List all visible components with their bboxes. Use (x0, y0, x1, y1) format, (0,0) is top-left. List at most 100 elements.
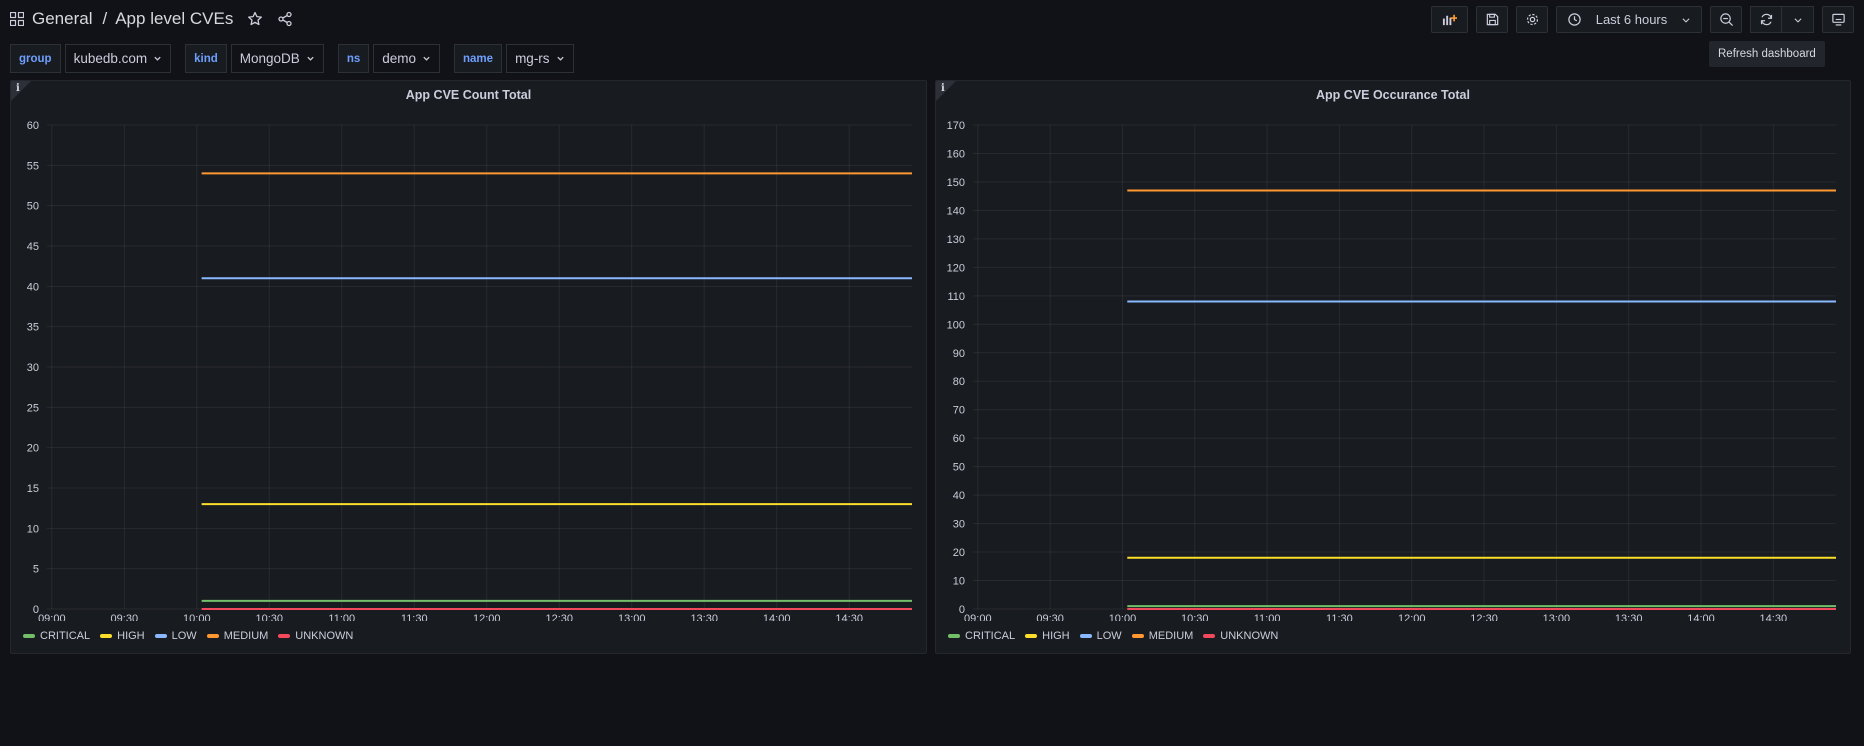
legend-item-critical[interactable]: CRITICAL (23, 630, 90, 642)
save-dashboard-button[interactable] (1476, 6, 1508, 33)
legend-item-low[interactable]: LOW (1079, 630, 1122, 642)
legend-item-low[interactable]: LOW (154, 630, 197, 642)
save-icon (1486, 13, 1498, 26)
variable-kind: kind MongoDB (185, 44, 324, 73)
x-tick-label: 11:00 (328, 613, 355, 621)
info-icon[interactable]: i (16, 83, 20, 94)
y-tick-label: 80 (953, 376, 965, 388)
y-tick-label: 0 (33, 604, 39, 616)
chart-legend: CRITICAL HIGH LOW MEDIUM UNKNOWN (23, 630, 353, 642)
variable-value: demo (382, 51, 417, 66)
refresh-interval-dropdown[interactable] (1782, 6, 1814, 33)
breadcrumb-separator: / (102, 9, 108, 28)
legend-item-medium[interactable]: MEDIUM (1131, 630, 1193, 642)
x-tick-label: 10:00 (1109, 613, 1137, 621)
legend-swatch (100, 634, 113, 638)
legend-label: CRITICAL (40, 630, 91, 642)
variable-select[interactable]: mg-rs (506, 44, 574, 73)
legend-label: CRITICAL (965, 630, 1016, 642)
x-tick-label: 13:30 (1615, 613, 1643, 621)
y-tick-label: 50 (27, 201, 39, 213)
dashboard-settings-button[interactable] (1516, 6, 1548, 33)
y-tick-label: 35 (27, 322, 39, 334)
legend-item-high[interactable]: HIGH (100, 630, 145, 642)
variable-group: group kubedb.com (10, 44, 172, 73)
line-chart: 0 10 20 30 40 50 60 70 80 90 100 110 120 130 140 150 160… (947, 120, 1836, 621)
variable-value: kubedb.com (73, 51, 148, 66)
legend-swatch (948, 634, 960, 638)
star-icon[interactable] (247, 11, 263, 27)
panel-info-corner[interactable] (936, 81, 956, 101)
info-icon[interactable]: i (941, 83, 945, 94)
y-tick-label: 60 (953, 433, 965, 445)
y-tick-label: 30 (27, 362, 39, 374)
x-tick-label: 10:00 (183, 613, 211, 621)
legend-label: MEDIUM (223, 630, 269, 642)
x-tick-label: 14:30 (835, 613, 863, 621)
variable-select[interactable]: kubedb.com (64, 44, 172, 73)
chart-legend: CRITICAL HIGH LOW MEDIUM UNKNOWN (948, 630, 1278, 642)
legend-label: LOW (1096, 630, 1122, 642)
y-tick-label: 5 (33, 564, 39, 576)
x-tick-label: 12:00 (473, 613, 501, 621)
variable-select[interactable]: MongoDB (230, 44, 324, 73)
legend-item-high[interactable]: HIGH (1025, 630, 1070, 642)
panel-title[interactable]: App CVE Occurance Total (1316, 88, 1470, 102)
y-tick-label: 140 (947, 205, 965, 217)
legend-swatch (1203, 634, 1216, 638)
line-chart: 0 5 10 15 20 25 30 35 40 45 50 55 60 09:00 09:30 10:00 1… (27, 120, 912, 621)
apps-grid-icon[interactable] (10, 12, 24, 26)
refresh-icon (1760, 13, 1772, 26)
x-tick-label: 13:00 (618, 613, 646, 621)
legend-item-critical[interactable]: CRITICAL (948, 630, 1015, 642)
legend-item-unknown[interactable]: UNKNOWN (278, 630, 353, 642)
refresh-tooltip: Refresh dashboard (1709, 41, 1825, 67)
monitor-icon (1831, 13, 1845, 26)
y-tick-label: 40 (27, 281, 39, 293)
legend-swatch (23, 634, 35, 638)
variable-value: mg-rs (515, 51, 550, 66)
legend-label: UNKNOWN (295, 630, 354, 642)
legend-item-unknown[interactable]: UNKNOWN (1203, 630, 1278, 642)
variable-ns: ns demo (337, 44, 441, 73)
share-icon[interactable] (277, 11, 293, 27)
panel-info-corner[interactable] (11, 81, 31, 101)
clock-icon (1568, 13, 1581, 26)
y-tick-label: 60 (27, 120, 39, 132)
y-tick-label: 55 (27, 160, 39, 172)
y-tick-label: 100 (947, 319, 965, 331)
x-tick-label: 09:30 (1036, 613, 1064, 621)
add-panel-button[interactable] (1431, 6, 1468, 33)
dashboard-title[interactable]: App level CVEs (115, 9, 234, 28)
x-tick-label: 11:30 (1326, 613, 1353, 621)
y-tick-label: 0 (959, 604, 965, 616)
top-navbar: General / App level CVEs (0, 0, 1864, 38)
panel-cve-occurance-total[interactable]: i App CVE Occurance Total 0 10 20 30 40 50 60 7… (935, 80, 1851, 654)
y-tick-label: 15 (27, 483, 39, 495)
y-tick-label: 120 (947, 262, 965, 274)
legend-swatch (154, 634, 167, 638)
breadcrumb: General / App level CVEs (10, 6, 293, 32)
breadcrumb-folder[interactable]: General (32, 9, 93, 28)
x-tick-label: 14:00 (1687, 613, 1715, 621)
panel-cve-count-total[interactable]: i App CVE Count Total 0 5 10 15 20 25 30 35 40 45… (10, 80, 927, 654)
x-tick-label: 10:30 (1181, 613, 1209, 621)
y-tick-label: 30 (953, 519, 965, 531)
chevron-down-icon (307, 56, 314, 61)
x-tick-label: 11:30 (401, 613, 428, 621)
view-mode-button[interactable] (1822, 6, 1854, 33)
x-tick-label: 09:00 (38, 613, 66, 621)
legend-label: UNKNOWN (1220, 630, 1279, 642)
zoom-out-button[interactable] (1710, 6, 1742, 33)
variable-select[interactable]: demo (373, 44, 441, 73)
refresh-dashboard-button[interactable] (1750, 6, 1782, 33)
chevron-down-icon (423, 56, 430, 61)
gear-icon (1526, 13, 1538, 26)
panel-title[interactable]: App CVE Count Total (405, 88, 532, 102)
toolbar: Last 6 hours (1431, 6, 1854, 33)
chevron-down-icon (154, 56, 161, 61)
legend-item-medium[interactable]: MEDIUM (206, 630, 269, 642)
x-tick-label: 12:30 (1470, 613, 1498, 621)
time-range-picker[interactable]: Last 6 hours (1556, 6, 1702, 33)
chevron-down-icon (1682, 17, 1690, 23)
